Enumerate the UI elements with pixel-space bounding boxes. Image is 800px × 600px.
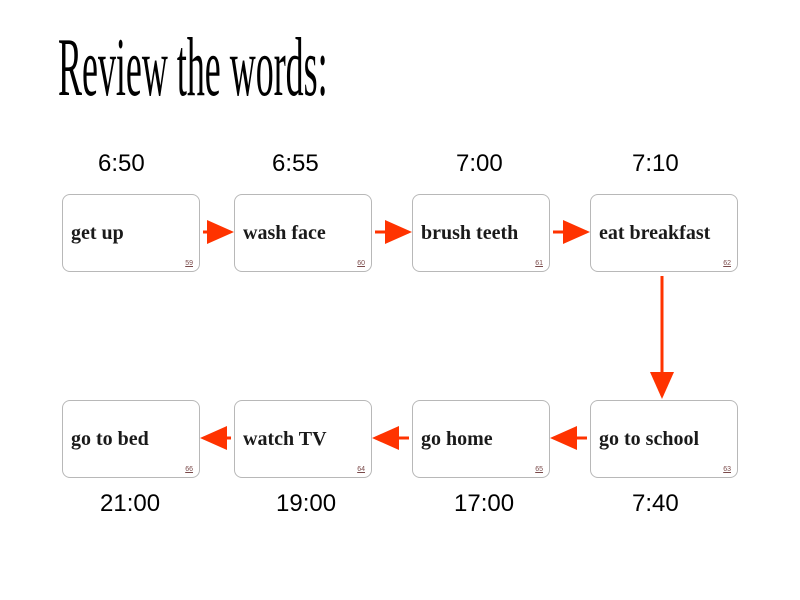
flow-arrows bbox=[0, 0, 800, 600]
arrow-group bbox=[203, 232, 662, 438]
